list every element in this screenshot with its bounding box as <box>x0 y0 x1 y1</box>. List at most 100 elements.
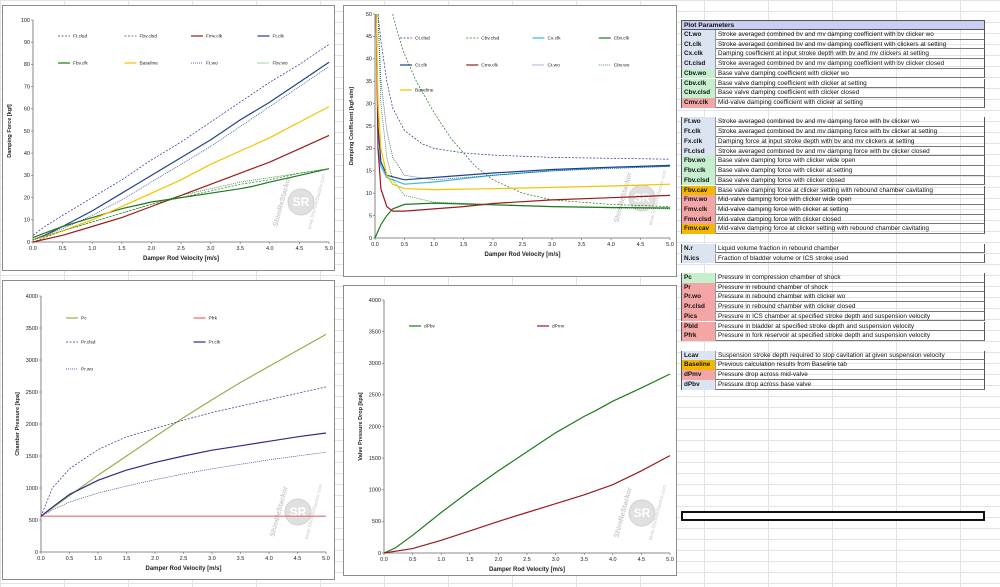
table-row[interactable]: Ct.clsd Stroke averaged combined bv and m… <box>681 59 985 69</box>
parameter-description: Fraction of bladder volume or ICS stroke… <box>718 254 849 262</box>
x-tick-label: 2.5 <box>519 242 527 248</box>
y-tick-label: 50 <box>366 12 372 18</box>
table-row[interactable]: Fmv.cav Mid-valve damping force at clicke… <box>681 224 985 234</box>
selected-cell[interactable] <box>681 511 985 521</box>
table-row[interactable]: Ft.clk Stroke averaged combined bv and mv… <box>681 127 985 137</box>
parameter-code: Ft.clk <box>682 127 716 137</box>
parameter-description: Mid-valve damping force with clicker clo… <box>718 215 841 223</box>
x-tick-label: 2.0 <box>495 557 503 563</box>
table-row[interactable]: Fbv.wo Base valve damping force with clic… <box>681 156 985 166</box>
x-tick-label: 0.0 <box>371 242 379 248</box>
table-row[interactable]: Fmv.wo Mid-valve damping force with click… <box>681 195 985 205</box>
table-row[interactable]: Pbld Pressure in bladder at specified str… <box>681 321 985 332</box>
chart-4[interactable]: 0.0 0.5 1.0 1.5 2.0 2.5 3.0 3.5 4.0 4.5 5.0 0 500 100… <box>343 285 677 576</box>
table-row[interactable]: Cmv.clk Mid-valve damping coefficient wit… <box>681 98 985 108</box>
series-line-cbv-clsd <box>392 13 671 207</box>
y-tick-label: 70 <box>24 84 30 90</box>
legend-label: Baseline <box>415 88 434 94</box>
parameter-code: Fbv.clk <box>682 166 716 176</box>
x-tick-label: 2.0 <box>151 556 159 562</box>
table-row[interactable]: Pics Pressure in ICS chamber at specified… <box>681 311 985 322</box>
series-line-fmv-clk <box>32 134 330 243</box>
y-tick-label: 4000 <box>26 294 38 300</box>
table-row[interactable]: Cbv.wo Base valve damping coefficient wit… <box>681 68 985 79</box>
y-axis-label: Valve Pressure Drop [kpa] <box>358 392 364 460</box>
parameter-code <box>681 263 715 273</box>
parameter-code: Fmv.cav <box>682 224 716 234</box>
table-row[interactable]: N.r Liquid volume fraction in rebound cha… <box>681 243 985 254</box>
table-row[interactable]: N.ics Fraction of bladder volume or ICS s… <box>681 253 985 264</box>
parameter-code: N.r <box>682 243 716 254</box>
parameter-code: Pc <box>682 273 716 283</box>
x-tick-label: 1.5 <box>118 246 126 252</box>
x-tick-label: 4.5 <box>637 242 645 248</box>
chart-2[interactable]: 0.0 0.5 1.0 1.5 2.0 2.5 3.0 3.5 4.0 4.5 5.0 0 5 10 15 2… <box>343 5 677 277</box>
table-row[interactable] <box>681 341 985 351</box>
table-row[interactable]: Cbv.clk Base valve damping coefficient wi… <box>681 78 985 89</box>
axis-lines <box>383 300 670 554</box>
parameter-code: Ct.clk <box>682 39 716 50</box>
table-row[interactable] <box>681 263 985 273</box>
table-row[interactable]: Fbv.clk Base valve damping force with cli… <box>681 166 985 176</box>
x-axis-label: Damper Rod Velocity [m/s] <box>143 256 219 262</box>
series-line-pr-clsd <box>40 386 327 517</box>
parameter-description <box>717 263 985 273</box>
parameter-code: Cbv.clsd <box>682 88 716 98</box>
table-row[interactable]: Pc Pressure in compression chamber of sho… <box>681 273 985 283</box>
chart-3[interactable]: 0.0 0.5 1.0 1.5 2.0 2.5 3.0 3.5 4.0 4.5 5.0 0 500 100… <box>2 280 335 580</box>
table-row[interactable]: Lcav Suspension stroke depth required to … <box>681 350 985 361</box>
table-row[interactable]: Pr.clsd Pressure in rebound chamber with … <box>681 302 985 312</box>
legend-label: Ct.clsd <box>415 36 430 42</box>
parameter-description: Mid-valve damping coefficient with click… <box>718 99 863 107</box>
table-row[interactable]: Fx.clk Damping force at input stroke dept… <box>681 136 985 147</box>
x-tick-label: 4.5 <box>294 556 302 562</box>
y-tick-label: 90 <box>24 40 30 46</box>
series-line-fbv-wo <box>32 168 330 241</box>
table-row[interactable]: Ft.clsd Stroke averaged combined bv and m… <box>681 146 985 157</box>
x-tick-label: 1.0 <box>437 557 445 563</box>
x-tick-label: 0.0 <box>380 557 388 563</box>
table-row[interactable]: Cbv.clsd Base valve damping coefficient w… <box>681 88 985 98</box>
y-tick-label: 500 <box>29 518 38 524</box>
y-tick-label: 0 <box>378 551 381 557</box>
x-tick-label: 4.0 <box>265 556 273 562</box>
parameter-description: Liquid volume fraction in rebound chambe… <box>718 244 839 252</box>
legend-label: Pfrk <box>209 316 218 322</box>
x-tick-label: 5.0 <box>666 557 674 563</box>
parameter-description: Base valve damping force with clicker cl… <box>718 176 845 184</box>
table-row[interactable] <box>681 108 985 118</box>
table-row[interactable]: Pfrk Pressure in fork reservoir at specif… <box>681 331 985 341</box>
table-row[interactable]: Pr.wo Pressure in rebound chamber with cl… <box>681 292 985 303</box>
table-row[interactable]: Fbv.clsd Base valve damping force with cl… <box>681 175 985 186</box>
table-row[interactable]: Fmv.clk Mid-valve damping force with clic… <box>681 204 985 215</box>
table-row[interactable] <box>681 234 985 244</box>
x-tick-label: 0.0 <box>37 556 45 562</box>
table-row[interactable]: Fmv.clsd Mid-valve damping force with cli… <box>681 214 985 225</box>
table-row[interactable]: dPbv Pressure drop across base valve <box>681 379 985 390</box>
table-row[interactable]: Ft.wo Stroke averaged combined bv and mv … <box>681 117 985 128</box>
parameter-code: Fmv.clsd <box>682 214 716 225</box>
table-row[interactable]: Fbv.cav Base valve damping force at click… <box>681 185 985 196</box>
parameter-code: Ct.clsd <box>682 59 716 69</box>
table-row[interactable]: Baseline Previous calculation results fro… <box>681 360 985 371</box>
x-tick-label: 4.0 <box>266 246 274 252</box>
y-tick-label: 3000 <box>369 361 381 367</box>
parameter-code: dPmv <box>682 370 716 380</box>
watermark-logo-text: SR <box>634 506 651 520</box>
table-row[interactable]: Ct.clk Stroke averaged combined bv and mv… <box>681 39 985 50</box>
parameter-code: Pr <box>682 282 716 293</box>
table-row[interactable]: Pr Pressure in rebound chamber of shock <box>681 282 985 293</box>
x-tick-label: 3.0 <box>208 556 216 562</box>
y-tick-label: 60 <box>24 107 30 113</box>
table-row[interactable]: Ct.wo Stroke averaged combined bv and mv … <box>681 30 985 40</box>
table-row[interactable]: Cx.clk Damping coefficient at input strok… <box>681 49 985 60</box>
x-tick-label: 5.0 <box>666 242 674 248</box>
table-row[interactable]: dPmv Pressure drop across mid-valve <box>681 370 985 380</box>
parameter-description: Pressure in rebound chamber with clicker… <box>718 293 846 301</box>
parameter-code: Fbv.cav <box>682 185 716 196</box>
y-axis-label: Chamber Pressure [kpa] <box>15 392 21 456</box>
chart-1[interactable]: 0.0 0.5 1.0 1.5 2.0 2.5 3.0 3.5 4.0 4.5 5.0 0 10 20 30… <box>2 5 335 271</box>
x-tick-label: 3.5 <box>578 242 586 248</box>
legend-label: Fbv.wo <box>273 61 288 67</box>
parameter-code: Fx.clk <box>682 136 716 147</box>
